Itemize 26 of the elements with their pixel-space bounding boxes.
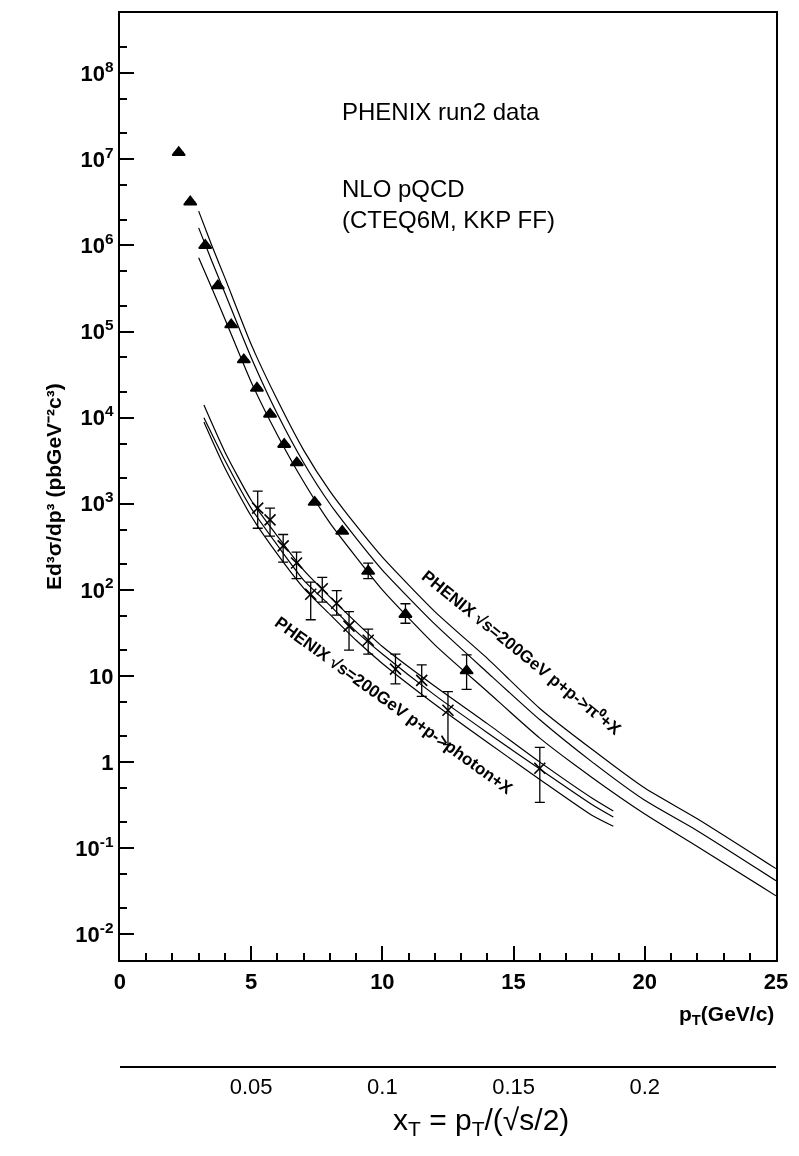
x-axis-title: p$_{T}$(GeV/c) [679,1002,775,1029]
x-tick-label: 10 [370,968,395,994]
y-tick-label: 10$^{7}$ [80,143,114,173]
x-tick-label: 0 [113,968,127,994]
x2-tick-label: 0.1 [367,1074,398,1100]
y-tick-label: 10$^{2}$ [80,574,114,603]
y-tick-label: 10$^{-1}$ [75,832,114,861]
annotation: NLO pQCD (CTEQ6M, KKP FF) [342,175,555,234]
y-tick-label: 10$^{8}$ [80,57,114,86]
y-tick-label: 10$^{4}$ [80,402,114,431]
x2-tick-label: 0.2 [629,1074,661,1100]
y-tick-label: 1 [101,749,114,775]
y-tick-label: 10$^{5}$ [80,316,114,345]
y-tick-label: 10$^{6}$ [80,229,114,259]
x-tick-label: 15 [501,968,526,994]
annotation: PHENIX run2 data [342,98,541,125]
y-tick-label: 10$^{-2}$ [75,918,114,948]
x2-axis-title: x$_{T}$ = p$_{T}$/(√s/2) [393,1103,570,1141]
x-tick-label: 5 [245,968,258,994]
y-tick-label: 10 [89,663,114,689]
x-tick-label: 20 [632,968,658,994]
y-axis-title: Ed³σ/dp³ (pbGeV⁻²c³) [42,383,66,591]
x-tick-label: 25 [763,968,789,994]
x2-tick-label: 0.15 [492,1074,535,1100]
y-tick-label: 10$^{3}$ [80,488,114,517]
x2-tick-label: 0.05 [229,1074,273,1100]
